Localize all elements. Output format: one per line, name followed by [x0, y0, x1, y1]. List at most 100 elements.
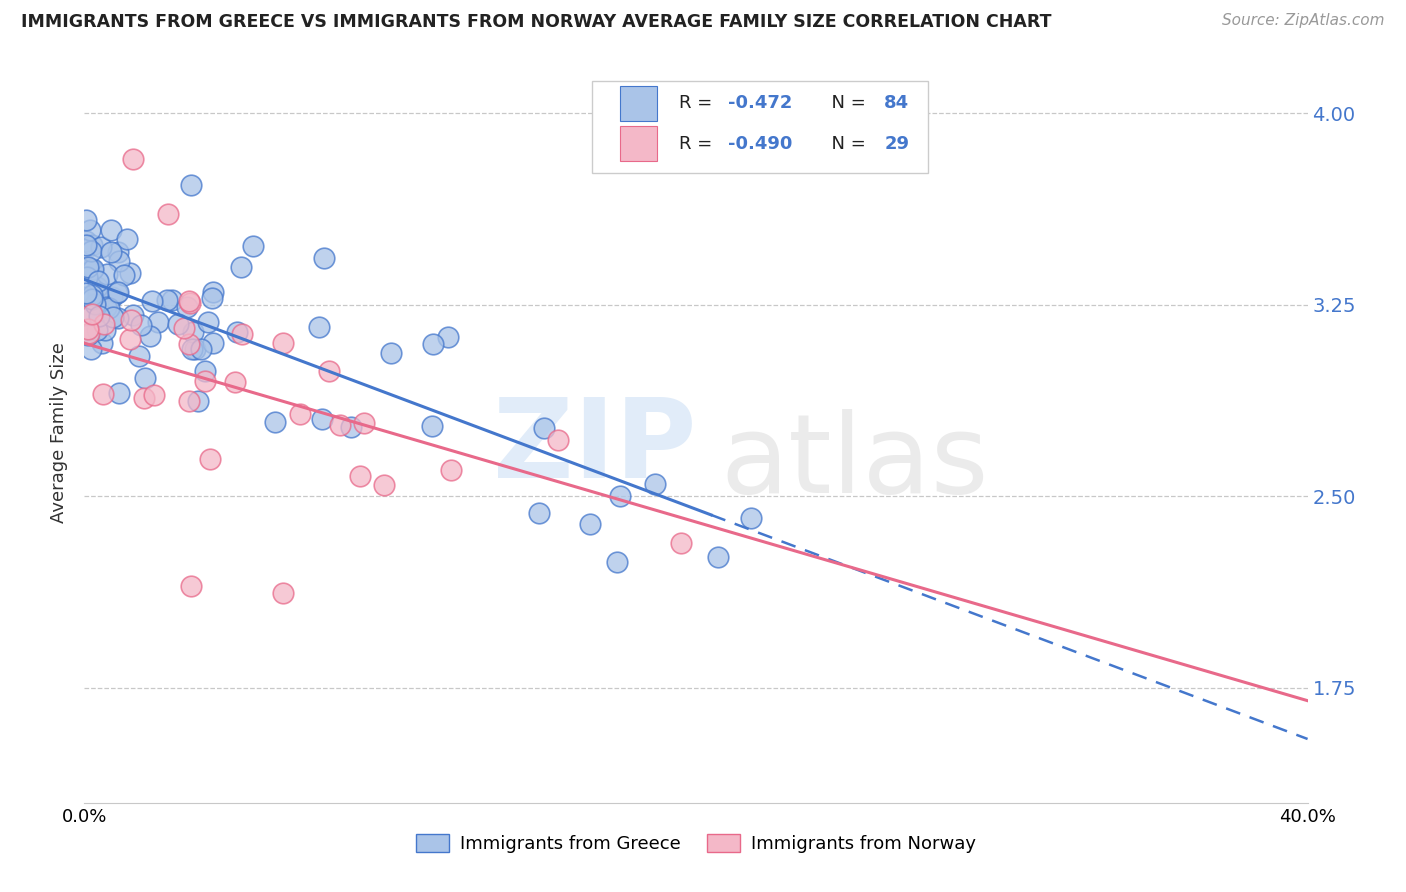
Point	[93, 317, 115, 331]
Point	[105, 286, 128, 301]
Point	[75, 213, 97, 227]
Point	[77, 305, 100, 319]
Point	[94, 323, 117, 337]
Point	[353, 416, 375, 430]
Point	[146, 315, 169, 329]
Point	[644, 477, 666, 491]
Point	[180, 342, 202, 356]
Point	[77, 326, 100, 341]
Point	[318, 364, 340, 378]
Point	[107, 385, 129, 400]
Point	[229, 260, 252, 274]
Point	[669, 536, 692, 550]
Point	[190, 342, 212, 356]
FancyBboxPatch shape	[620, 86, 657, 121]
Point	[349, 468, 371, 483]
Point	[142, 388, 165, 402]
Point	[129, 318, 152, 333]
Point	[263, 416, 285, 430]
Point	[177, 336, 200, 351]
Text: 84: 84	[884, 95, 910, 112]
Point	[82, 292, 104, 306]
Point	[329, 417, 352, 432]
Point	[440, 463, 463, 477]
Text: 29: 29	[884, 135, 910, 153]
Point	[533, 421, 555, 435]
Point	[98, 301, 121, 315]
Legend: Immigrants from Greece, Immigrants from Norway: Immigrants from Greece, Immigrants from …	[409, 827, 983, 861]
Point	[121, 308, 143, 322]
Point	[180, 178, 202, 192]
Point	[609, 490, 631, 504]
Text: R =: R =	[679, 135, 718, 153]
Point	[94, 300, 117, 314]
Point	[87, 309, 110, 323]
Point	[82, 261, 104, 276]
Point	[162, 293, 184, 307]
Point	[201, 285, 224, 299]
Text: IMMIGRANTS FROM GREECE VS IMMIGRANTS FROM NORWAY AVERAGE FAMILY SIZE CORRELATION: IMMIGRANTS FROM GREECE VS IMMIGRANTS FRO…	[21, 13, 1052, 31]
Point	[76, 270, 98, 285]
Point	[80, 288, 103, 302]
Point	[420, 419, 443, 434]
Point	[90, 335, 112, 350]
Point	[157, 207, 180, 221]
Point	[121, 313, 143, 327]
Point	[380, 346, 402, 360]
Point	[167, 317, 190, 331]
FancyBboxPatch shape	[592, 81, 928, 173]
Point	[75, 238, 97, 252]
Text: R =: R =	[679, 95, 718, 112]
Point	[184, 342, 207, 356]
Point	[100, 223, 122, 237]
Point	[180, 579, 202, 593]
Point	[579, 516, 602, 531]
Point	[311, 412, 333, 426]
Point	[96, 267, 118, 281]
Text: Source: ZipAtlas.com: Source: ZipAtlas.com	[1222, 13, 1385, 29]
Point	[183, 325, 205, 339]
Point	[80, 238, 103, 252]
Point	[200, 452, 222, 467]
Point	[156, 293, 179, 308]
Point	[527, 506, 550, 520]
Point	[107, 244, 129, 259]
Point	[82, 287, 104, 301]
Point	[77, 260, 100, 275]
Point	[84, 297, 107, 311]
Point	[194, 364, 217, 378]
Point	[373, 477, 395, 491]
Point	[308, 320, 330, 334]
Text: -0.490: -0.490	[728, 135, 792, 153]
Point	[173, 321, 195, 335]
Point	[100, 290, 122, 304]
Point	[100, 245, 122, 260]
Point	[176, 300, 198, 314]
Point	[120, 332, 142, 346]
Point	[86, 280, 108, 294]
Point	[139, 329, 162, 343]
Point	[103, 310, 125, 325]
Point	[422, 336, 444, 351]
Point	[75, 234, 97, 248]
Point	[271, 335, 294, 350]
Point	[90, 240, 112, 254]
Point	[271, 586, 294, 600]
Point	[86, 285, 108, 300]
Point	[86, 323, 108, 337]
Point	[87, 274, 110, 288]
Point	[80, 262, 103, 277]
Point	[201, 291, 224, 305]
Point	[77, 321, 100, 335]
Point	[107, 285, 129, 299]
Point	[194, 374, 217, 388]
Point	[340, 419, 363, 434]
Point	[197, 315, 219, 329]
Point	[547, 433, 569, 447]
Point	[707, 550, 730, 565]
Y-axis label: Average Family Size: Average Family Size	[51, 343, 69, 523]
Point	[177, 394, 200, 409]
Point	[231, 327, 253, 342]
Point	[606, 555, 628, 569]
Point	[75, 286, 97, 301]
